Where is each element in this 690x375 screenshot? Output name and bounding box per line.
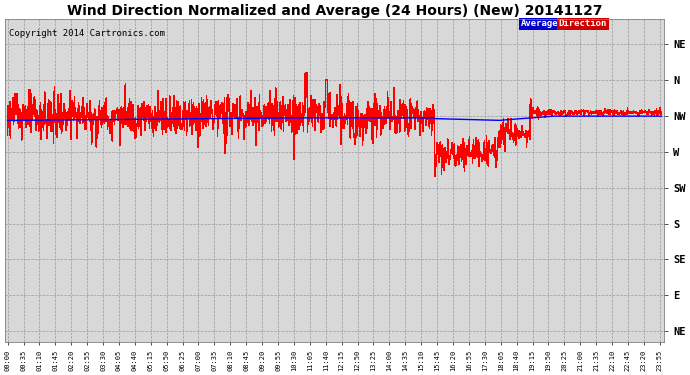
Text: Copyright 2014 Cartronics.com: Copyright 2014 Cartronics.com (8, 29, 164, 38)
Text: Direction: Direction (559, 20, 607, 28)
Title: Wind Direction Normalized and Average (24 Hours) (New) 20141127: Wind Direction Normalized and Average (2… (67, 4, 602, 18)
Text: Average: Average (521, 20, 558, 28)
